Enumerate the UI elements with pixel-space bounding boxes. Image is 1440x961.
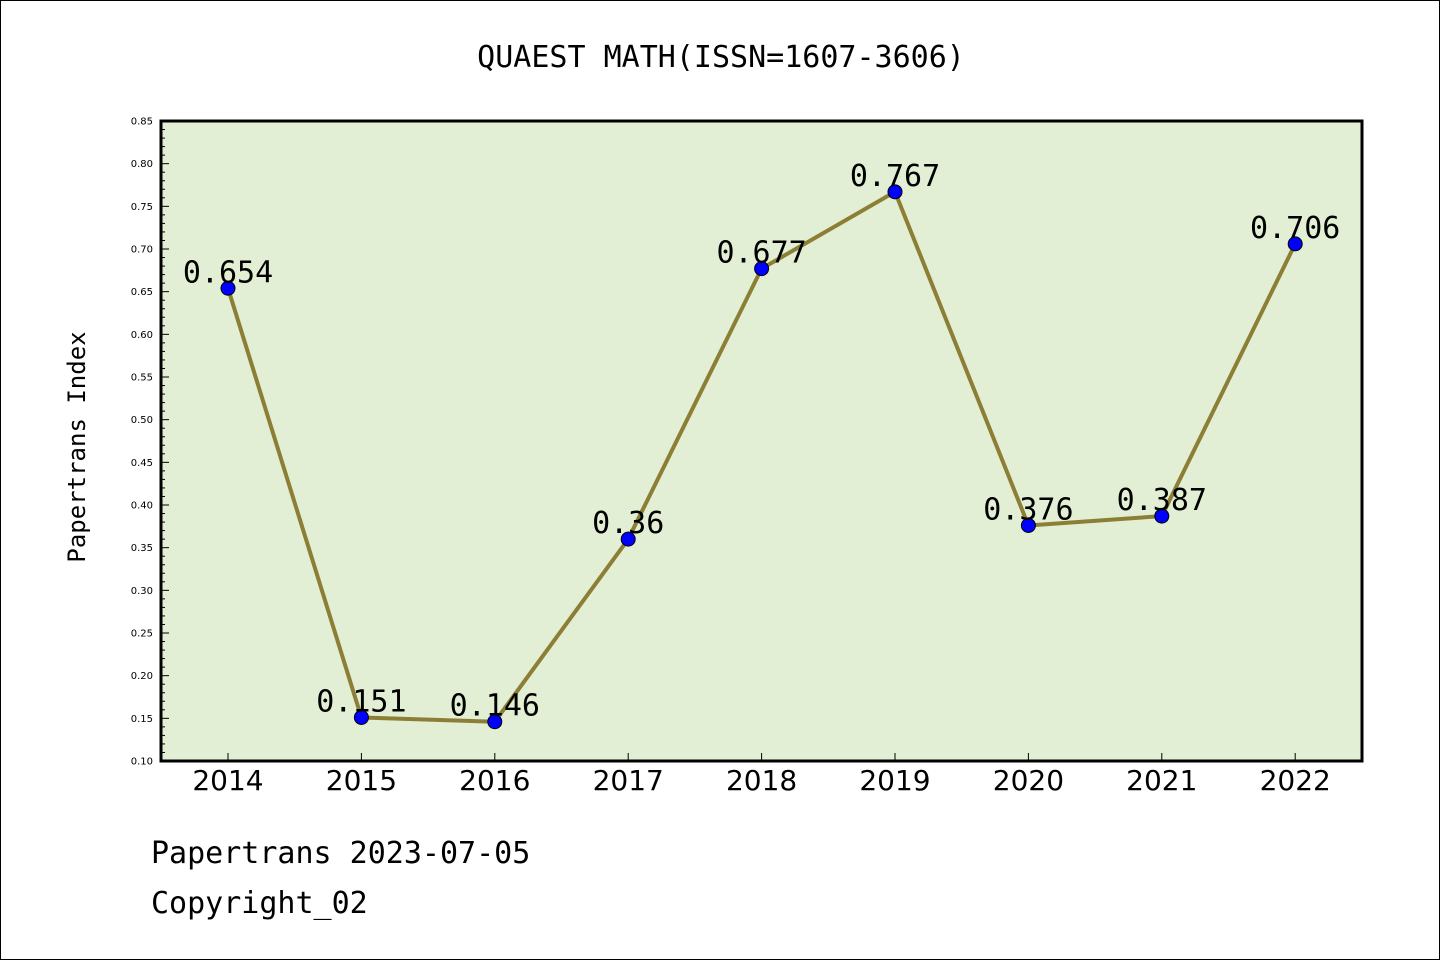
y-tick-label: 0.10 [131, 757, 153, 768]
y-tick-label: 0.65 [131, 287, 153, 298]
y-axis-ticks: 0.10 0.15 0.20 0.25 0.30 0.35 0.40 0.45 0.50 0.55… [131, 117, 169, 768]
data-point-marker [887, 184, 903, 200]
y-tick-label: 0.35 [131, 543, 153, 554]
y-tick-label: 0.40 [131, 501, 153, 512]
y-tick-label: 0.15 [131, 714, 153, 725]
footer-copyright-text: Copyright_02 [151, 886, 368, 921]
x-tick-label: 2015 [326, 764, 397, 797]
y-tick-label: 0.85 [131, 117, 153, 128]
x-tick-label: 2019 [859, 764, 930, 797]
data-point-marker [754, 261, 770, 277]
y-axis-label: Papertrans Index [63, 331, 91, 562]
chart-title: QUAEST MATH(ISSN=1607-3606) [477, 40, 965, 75]
data-point-marker [1154, 508, 1170, 524]
data-label: 0.36 [592, 506, 664, 541]
data-label: 0.706 [1250, 211, 1340, 246]
data-point-marker [487, 714, 503, 730]
data-point-marker [1020, 517, 1036, 533]
series-layer: 0.654 0.151 0.146 0.36 0.677 0.767 0.376 0.387 0… [183, 159, 1340, 730]
x-tick-label: 2018 [726, 764, 797, 797]
y-tick-label: 0.60 [131, 330, 153, 341]
data-point-marker [620, 531, 636, 547]
y-tick-label: 0.30 [131, 586, 153, 597]
x-tick-label: 2022 [1260, 764, 1331, 797]
x-tick-label: 2021 [1126, 764, 1197, 797]
data-label: 0.677 [716, 236, 806, 271]
x-tick-label: 2017 [593, 764, 664, 797]
x-axis-ticks: 2014 2015 2016 2017 2018 2019 2020 2021 2022 [192, 753, 1331, 797]
data-point-marker [353, 709, 369, 725]
y-tick-label: 0.50 [131, 415, 153, 426]
y-tick-label: 0.70 [131, 245, 153, 256]
footer-date-text: Papertrans 2023-07-05 [151, 836, 531, 871]
data-label: 0.387 [1117, 483, 1207, 518]
x-tick-label: 2016 [459, 764, 530, 797]
y-tick-label: 0.75 [131, 202, 153, 213]
y-tick-label: 0.45 [131, 458, 153, 469]
data-label: 0.654 [183, 255, 273, 290]
data-label: 0.376 [983, 492, 1073, 527]
plot-area [159, 119, 1364, 763]
y-tick-label: 0.55 [131, 373, 153, 384]
data-label: 0.146 [450, 689, 540, 724]
y-tick-label: 0.25 [131, 629, 153, 640]
data-label: 0.151 [316, 684, 406, 719]
y-tick-label: 0.20 [131, 671, 153, 682]
data-label: 0.767 [850, 159, 940, 194]
x-tick-label: 2020 [993, 764, 1064, 797]
x-tick-label: 2014 [192, 764, 263, 797]
data-point-marker [1287, 236, 1303, 252]
y-tick-label: 0.80 [131, 159, 153, 170]
data-point-marker [220, 280, 236, 296]
